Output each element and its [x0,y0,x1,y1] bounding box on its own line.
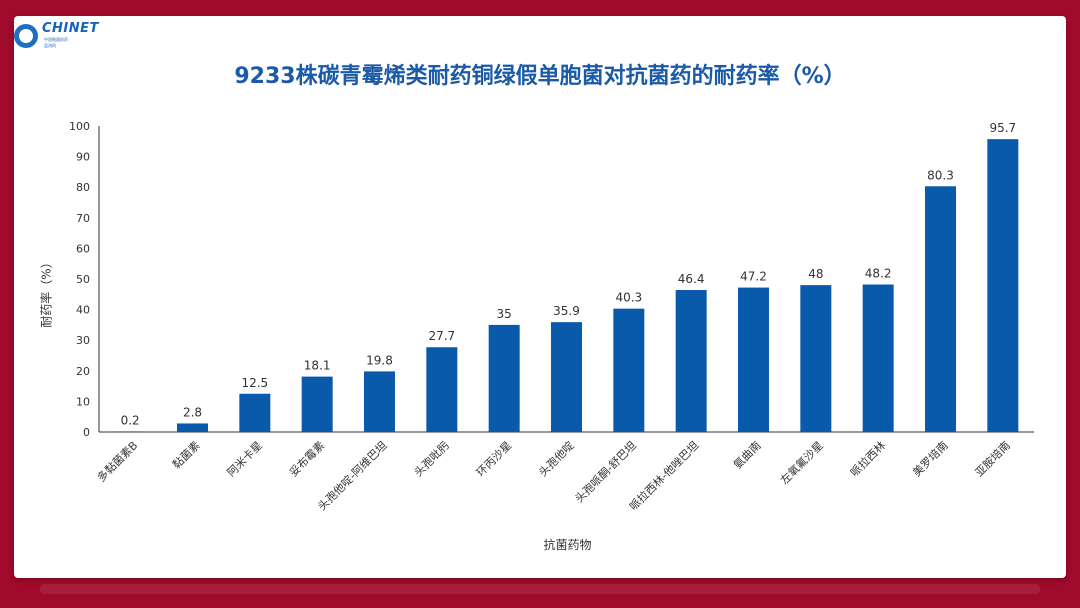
category-label: 妥布霉素 [287,439,327,479]
category-label: 氨曲南 [731,439,764,472]
bar [738,287,769,432]
y-tick-label: 50 [76,273,90,286]
y-tick-label: 40 [76,304,90,317]
data-label: 35.9 [553,304,580,318]
y-tick-label: 80 [76,181,90,194]
data-label: 95.7 [989,121,1016,135]
category-label: 头孢他啶 [536,438,577,479]
y-tick-label: 100 [69,120,90,133]
data-label: 40.3 [615,291,642,305]
data-label: 0.2 [121,413,140,427]
logo-subtitle-2: 监测网 [44,43,56,48]
logo-subtitle: 中国细菌耐药 [44,37,68,42]
bar [987,139,1019,432]
bar [177,423,208,432]
data-label: 27.7 [428,329,455,343]
category-label: 多黏菌素B [94,438,140,484]
category-label: 哌拉西林 [847,438,888,479]
bar [301,376,333,432]
y-axis-label: 耐药率（%） [39,256,54,328]
logo-emblem-icon [14,24,38,48]
category-label: 阿米卡星 [225,439,265,479]
background-strip [40,584,1040,594]
y-tick-label: 60 [76,242,90,255]
data-label: 12.5 [241,376,268,390]
logo-text: CHINET [42,21,99,36]
y-axis-label-wrap: 耐药率（%） [36,256,56,327]
bar [862,284,894,432]
bar [426,347,458,432]
category-label: 头孢吡肟 [412,439,452,479]
y-tick-label: 20 [76,365,90,378]
bar [239,393,271,432]
data-label: 80.3 [927,168,954,182]
y-tick-label: 10 [76,395,90,408]
bar [800,285,832,432]
chinet-logo: CHINET 中国细菌耐药 监测网 [14,20,98,50]
data-label: 48.2 [865,267,892,281]
category-label: 亚胺培南 [972,438,1013,479]
bar [925,186,956,432]
data-label: 19.8 [366,353,393,367]
y-tick-label: 90 [76,151,90,164]
y-tick-label: 30 [76,334,90,347]
category-label: 美罗培南 [910,438,951,479]
category-label: 环丙沙星 [474,439,514,479]
data-label: 2.8 [183,405,202,419]
data-label: 47.2 [740,270,767,284]
bar [551,322,582,432]
data-label: 35 [497,307,512,321]
y-tick-label: 0 [83,426,90,439]
chart-title: 9233株碳青霉烯类耐药铜绿假单胞菌对抗菌药的耐药率（%） [234,64,846,89]
bar [488,324,520,432]
y-tick-label: 70 [76,212,90,225]
category-label: 黏菌素 [169,438,202,471]
category-label: 头孢哌酮-舒巴坦 [572,438,639,505]
data-label: 48 [808,267,823,281]
bar [613,308,645,432]
bar [675,290,707,432]
data-label: 46.4 [678,272,705,286]
bar [114,431,146,432]
category-label: 左氧氟沙星 [777,438,826,487]
data-label: 18.1 [304,359,331,373]
bar [364,371,395,432]
x-axis-label: 抗菌药物 [543,538,592,552]
